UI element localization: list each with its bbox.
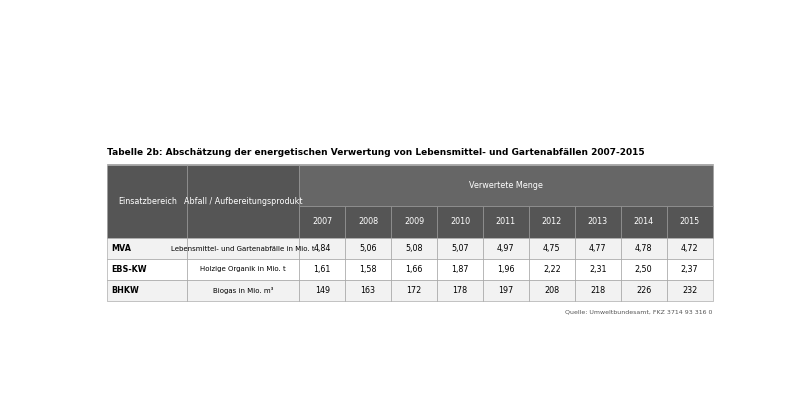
Bar [345, 280, 391, 300]
Bar [574, 206, 621, 238]
Bar [187, 259, 299, 280]
Text: EBS-KW: EBS-KW [111, 265, 147, 274]
Text: 4,84: 4,84 [314, 244, 331, 253]
Text: 1,58: 1,58 [359, 265, 377, 274]
Bar [299, 206, 345, 238]
Text: 5,08: 5,08 [406, 244, 423, 253]
Bar [574, 280, 621, 300]
Bar [621, 280, 666, 300]
Text: 2008: 2008 [358, 218, 378, 226]
Text: 178: 178 [453, 286, 467, 295]
Bar [666, 259, 713, 280]
Text: 2,22: 2,22 [543, 265, 561, 274]
Bar [391, 206, 437, 238]
Bar [391, 259, 437, 280]
Bar [187, 280, 299, 300]
Bar [483, 259, 529, 280]
Text: Tabelle 2b: Abschätzung der energetischen Verwertung von Lebensmittel- und Garte: Tabelle 2b: Abschätzung der energetische… [107, 148, 645, 157]
Text: 5,06: 5,06 [359, 244, 377, 253]
Bar [529, 206, 574, 238]
Bar [437, 280, 483, 300]
Bar [391, 238, 437, 259]
Text: 4,75: 4,75 [543, 244, 561, 253]
Text: 149: 149 [314, 286, 330, 295]
Bar [299, 165, 713, 206]
Text: Verwertete Menge: Verwertete Menge [469, 181, 543, 190]
Text: 2009: 2009 [404, 218, 424, 226]
Text: 218: 218 [590, 286, 606, 295]
Text: 1,61: 1,61 [314, 265, 331, 274]
Bar [299, 280, 345, 300]
Text: Biogas in Mio. m³: Biogas in Mio. m³ [213, 287, 274, 294]
Text: 208: 208 [544, 286, 559, 295]
Bar [666, 238, 713, 259]
Text: BHKW: BHKW [111, 286, 139, 295]
Bar [299, 259, 345, 280]
Bar [107, 165, 187, 238]
Text: Holzige Organik in Mio. t: Holzige Organik in Mio. t [201, 266, 286, 272]
Bar [107, 238, 187, 259]
Bar [107, 280, 187, 300]
Bar [437, 206, 483, 238]
Bar [437, 238, 483, 259]
Text: 2012: 2012 [542, 218, 562, 226]
Text: 2013: 2013 [588, 218, 608, 226]
Bar [483, 206, 529, 238]
Text: 2,50: 2,50 [635, 265, 653, 274]
Text: 2014: 2014 [634, 218, 654, 226]
Text: 197: 197 [498, 286, 514, 295]
Text: 2007: 2007 [312, 218, 332, 226]
Text: Quelle: Umweltbundesamt, FKZ 3714 93 316 0: Quelle: Umweltbundesamt, FKZ 3714 93 316… [565, 310, 713, 315]
Text: 1,66: 1,66 [406, 265, 422, 274]
Bar [391, 280, 437, 300]
Bar [666, 206, 713, 238]
Text: 172: 172 [406, 286, 422, 295]
Text: 4,72: 4,72 [681, 244, 698, 253]
Bar [621, 206, 666, 238]
Text: 2,31: 2,31 [589, 265, 606, 274]
Text: 2011: 2011 [496, 218, 516, 226]
Text: 4,77: 4,77 [589, 244, 606, 253]
Bar [621, 238, 666, 259]
Bar [187, 165, 299, 238]
Text: 2010: 2010 [450, 218, 470, 226]
Bar [574, 238, 621, 259]
Text: 4,97: 4,97 [497, 244, 514, 253]
Text: 1,96: 1,96 [497, 265, 514, 274]
Bar [621, 259, 666, 280]
Bar [666, 280, 713, 300]
Text: 5,07: 5,07 [451, 244, 469, 253]
Text: Abfall / Aufbereitungsprodukt: Abfall / Aufbereitungsprodukt [184, 197, 302, 206]
Bar [529, 280, 574, 300]
Text: MVA: MVA [111, 244, 131, 253]
Bar [437, 259, 483, 280]
Bar [483, 280, 529, 300]
Bar [345, 206, 391, 238]
Bar [187, 238, 299, 259]
Text: 2015: 2015 [679, 218, 700, 226]
Text: 232: 232 [682, 286, 698, 295]
Bar [345, 259, 391, 280]
Bar [574, 259, 621, 280]
Bar [483, 238, 529, 259]
Text: 226: 226 [636, 286, 651, 295]
Bar [529, 259, 574, 280]
Bar [107, 259, 187, 280]
Bar [345, 238, 391, 259]
Text: Lebensmittel- und Gartenabfälle in Mio. t: Lebensmittel- und Gartenabfälle in Mio. … [171, 246, 315, 252]
Text: 4,78: 4,78 [635, 244, 653, 253]
Text: 2,37: 2,37 [681, 265, 698, 274]
Text: 1,87: 1,87 [451, 265, 469, 274]
Bar [529, 238, 574, 259]
Bar [299, 238, 345, 259]
Text: 163: 163 [361, 286, 376, 295]
Text: Einsatzbereich: Einsatzbereich [118, 197, 177, 206]
